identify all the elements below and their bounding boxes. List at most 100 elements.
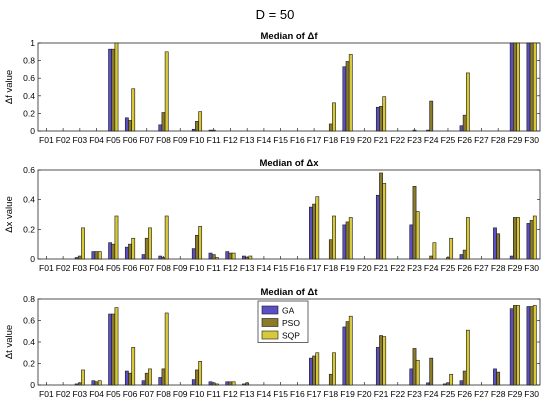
y-tick-label: 0.6 — [23, 316, 35, 326]
bar-SQP-F04 — [97, 251, 102, 260]
y-tick-label: 0.6 — [23, 73, 35, 83]
bar-GA-F12 — [225, 251, 230, 260]
y-tick-label: 0 — [30, 126, 35, 136]
bar-GA-F13 — [242, 255, 246, 260]
bar-PSO-F19 — [345, 221, 350, 260]
bar-GA-F26 — [459, 125, 464, 132]
y-tick-label: 0.2 — [23, 108, 35, 118]
x-tick-label: F09 — [173, 135, 188, 145]
x-tick-label: F14 — [257, 135, 272, 145]
x-tick-label: F03 — [73, 263, 88, 273]
bar-GA-F19 — [342, 224, 347, 260]
x-tick-label: F18 — [324, 263, 339, 273]
x-tick-label: F29 — [508, 135, 523, 145]
x-tick-label: F22 — [390, 389, 405, 399]
series-SQP — [81, 305, 537, 386]
bar-PSO-F08 — [161, 368, 166, 386]
bar-PSO-F26 — [462, 114, 467, 132]
x-tick-label: F24 — [424, 135, 439, 145]
bar-GA-F04 — [91, 380, 96, 386]
bar-SQP-F10 — [198, 361, 203, 386]
bar-PSO-F10 — [195, 234, 199, 260]
x-tick-label: F07 — [139, 135, 154, 145]
bar-SQP-F06 — [131, 347, 136, 386]
bar-GA-F23 — [409, 224, 414, 260]
bar-GA-F07 — [141, 254, 146, 260]
bar-PSO-F18 — [328, 373, 333, 386]
bar-PSO-F25 — [446, 382, 450, 386]
x-tick-label: F14 — [257, 389, 272, 399]
x-tick-label: F05 — [106, 135, 121, 145]
bar-GA-F21 — [375, 106, 380, 132]
bar-PSO-F19 — [345, 61, 350, 132]
y-tick-label: 0.8 — [23, 294, 35, 304]
x-tick-label: F11 — [207, 263, 221, 273]
bar-GA-F04 — [91, 251, 96, 260]
bar-SQP-F11 — [214, 383, 219, 386]
bar-GA-F24 — [426, 129, 430, 132]
legend-swatch-SQP — [261, 330, 279, 340]
y-tick-label: 0.2 — [23, 224, 35, 234]
bar-PSO-F21 — [379, 172, 383, 260]
bar-SQP-F26 — [465, 329, 470, 386]
bar-PSO-F10 — [195, 121, 199, 132]
bar-GA-F11 — [208, 129, 213, 132]
bar-PSO-F18 — [328, 239, 333, 260]
bar-PSO-F21 — [379, 106, 383, 132]
series-PSO — [111, 42, 534, 132]
bar-PSO-F04 — [94, 251, 99, 260]
bar-SQP-F23 — [415, 211, 420, 260]
x-tick-label: F27 — [474, 389, 489, 399]
bar-SQP-F30 — [532, 305, 537, 386]
bar-GA-F29 — [509, 308, 514, 386]
x-tick-label: F01 — [39, 389, 54, 399]
bar-SQP-F29 — [516, 305, 520, 386]
bar-PSO-F18 — [328, 123, 333, 132]
x-tick-label: F03 — [73, 389, 88, 399]
bar-PSO-F24 — [429, 357, 434, 386]
bar-SQP-F05 — [114, 215, 119, 260]
x-tick-label: F24 — [424, 263, 439, 273]
bar-PSO-F03 — [77, 255, 82, 260]
plot-area — [37, 42, 541, 132]
bar-PSO-F05 — [111, 313, 116, 386]
x-tick-label: F29 — [508, 389, 523, 399]
bar-GA-F05 — [108, 313, 113, 386]
bar-SQP-F24 — [432, 242, 437, 260]
x-tick-label: F29 — [508, 263, 523, 273]
bar-GA-F29 — [509, 255, 514, 260]
bar-SQP-F08 — [164, 215, 169, 260]
bar-PSO-F25 — [446, 257, 450, 260]
bar-SQP-F18 — [332, 215, 336, 260]
bar-PSO-F11 — [211, 254, 216, 260]
x-tick-label: F19 — [340, 135, 355, 145]
bar-SQP-F10 — [198, 226, 203, 260]
x-tick-label: F08 — [156, 135, 171, 145]
series-SQP — [114, 42, 537, 132]
bar-GA-F11 — [208, 381, 213, 386]
x-tick-label: F20 — [357, 389, 372, 399]
x-tick-label: F13 — [240, 135, 255, 145]
bar-SQP-F04 — [97, 380, 102, 386]
bar-GA-F24 — [426, 382, 430, 386]
x-tick-label: F02 — [56, 135, 71, 145]
series-GA — [108, 42, 531, 132]
bar-GA-F10 — [191, 248, 196, 260]
x-tick-label: F17 — [307, 263, 322, 273]
bar-SQP-F12 — [231, 252, 236, 260]
bar-PSO-F08 — [161, 112, 166, 132]
bar-SQP-F05 — [114, 307, 119, 386]
bar-SQP-F06 — [131, 237, 136, 260]
legend-swatch-GA — [261, 305, 279, 315]
x-tick-label: F09 — [173, 389, 188, 399]
plot-area — [37, 169, 541, 260]
x-tick-label: F26 — [457, 389, 472, 399]
x-tick-label: F23 — [407, 263, 422, 273]
bar-PSO-F29 — [513, 217, 517, 260]
x-tick-label: F06 — [123, 135, 138, 145]
bar-GA-F08 — [158, 255, 163, 260]
bar-PSO-F17 — [312, 355, 316, 386]
x-tick-label: F21 — [374, 135, 389, 145]
